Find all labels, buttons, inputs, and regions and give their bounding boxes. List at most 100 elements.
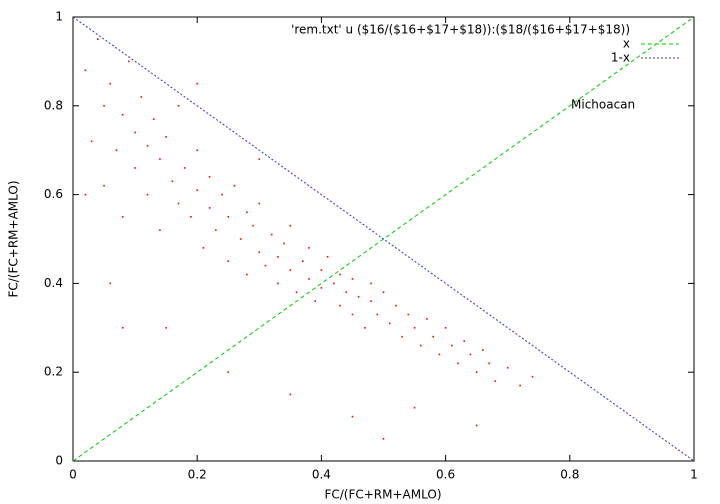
point [320,269,323,271]
point [444,327,447,329]
point [283,242,285,245]
point [463,340,466,342]
point [438,353,441,356]
y-tick-label: 0.2 [44,365,63,379]
point [134,167,136,169]
x-tick-label: 0.2 [188,468,207,482]
point [109,282,112,285]
point [376,313,379,316]
point [277,255,279,258]
point [258,202,261,205]
y-tick-label: 0.4 [44,276,63,290]
point [289,224,292,227]
point [165,136,167,138]
point [146,193,149,196]
point [326,255,329,258]
point [277,282,279,285]
point [413,406,416,409]
point [140,96,143,98]
point [295,291,298,294]
point [121,327,124,329]
point [159,158,161,160]
line [72,16,695,462]
x-tick-label: 0.8 [560,468,579,482]
point [239,238,242,240]
point [301,260,304,262]
point [134,131,136,134]
x-tick-label: 1 [690,468,698,482]
plot-border [72,16,695,462]
point [469,353,472,356]
point [506,366,509,369]
point [196,189,198,191]
point [488,362,490,365]
point [221,193,223,196]
point [357,295,360,298]
point [320,287,323,289]
point [246,273,248,276]
point [103,184,105,187]
point [165,327,167,329]
x-tick-label: 0.4 [312,468,331,482]
point [475,424,478,427]
point [264,264,267,267]
point [482,349,484,351]
point [351,415,354,418]
x-tick-label: 0.6 [436,468,455,482]
point [457,362,459,365]
point [208,207,211,209]
point [413,327,416,329]
point [270,233,273,236]
point [351,278,354,280]
point [494,380,497,382]
point [177,202,180,205]
point [202,247,205,249]
point [196,149,198,151]
point [146,144,149,147]
point [159,229,161,231]
point [97,38,99,40]
annotation: Michoacan [571,98,635,112]
point [339,304,341,307]
point [407,313,410,316]
point [183,167,186,169]
point [190,216,192,218]
point [84,69,87,72]
point [426,318,428,320]
point [258,251,261,254]
point [395,304,397,307]
y-tick-label: 0 [55,454,63,468]
point [451,344,453,347]
point [289,393,292,396]
point [121,216,124,218]
point [370,282,372,285]
point [227,260,230,262]
point [345,291,348,294]
point [258,158,261,160]
point [233,184,236,187]
legend-label: x [623,37,630,51]
point [364,327,366,329]
point [333,282,335,285]
y-tick-label: 1 [55,10,63,24]
point [252,224,254,227]
point [227,216,230,218]
point [246,211,248,214]
point [121,113,124,116]
point [531,375,534,378]
point [90,140,93,143]
point [208,176,211,178]
x-tick-label: 0 [69,468,77,482]
point [308,247,310,249]
point [227,371,230,373]
point [314,300,316,302]
y-tick-label: 0.8 [44,98,63,112]
point [351,313,354,316]
point [103,105,105,107]
point [289,269,292,271]
point [475,371,478,373]
point [177,105,180,107]
point [419,344,422,347]
y-axis-label: FC/(FC+RM+AMLO) [7,180,21,297]
point [401,335,403,338]
